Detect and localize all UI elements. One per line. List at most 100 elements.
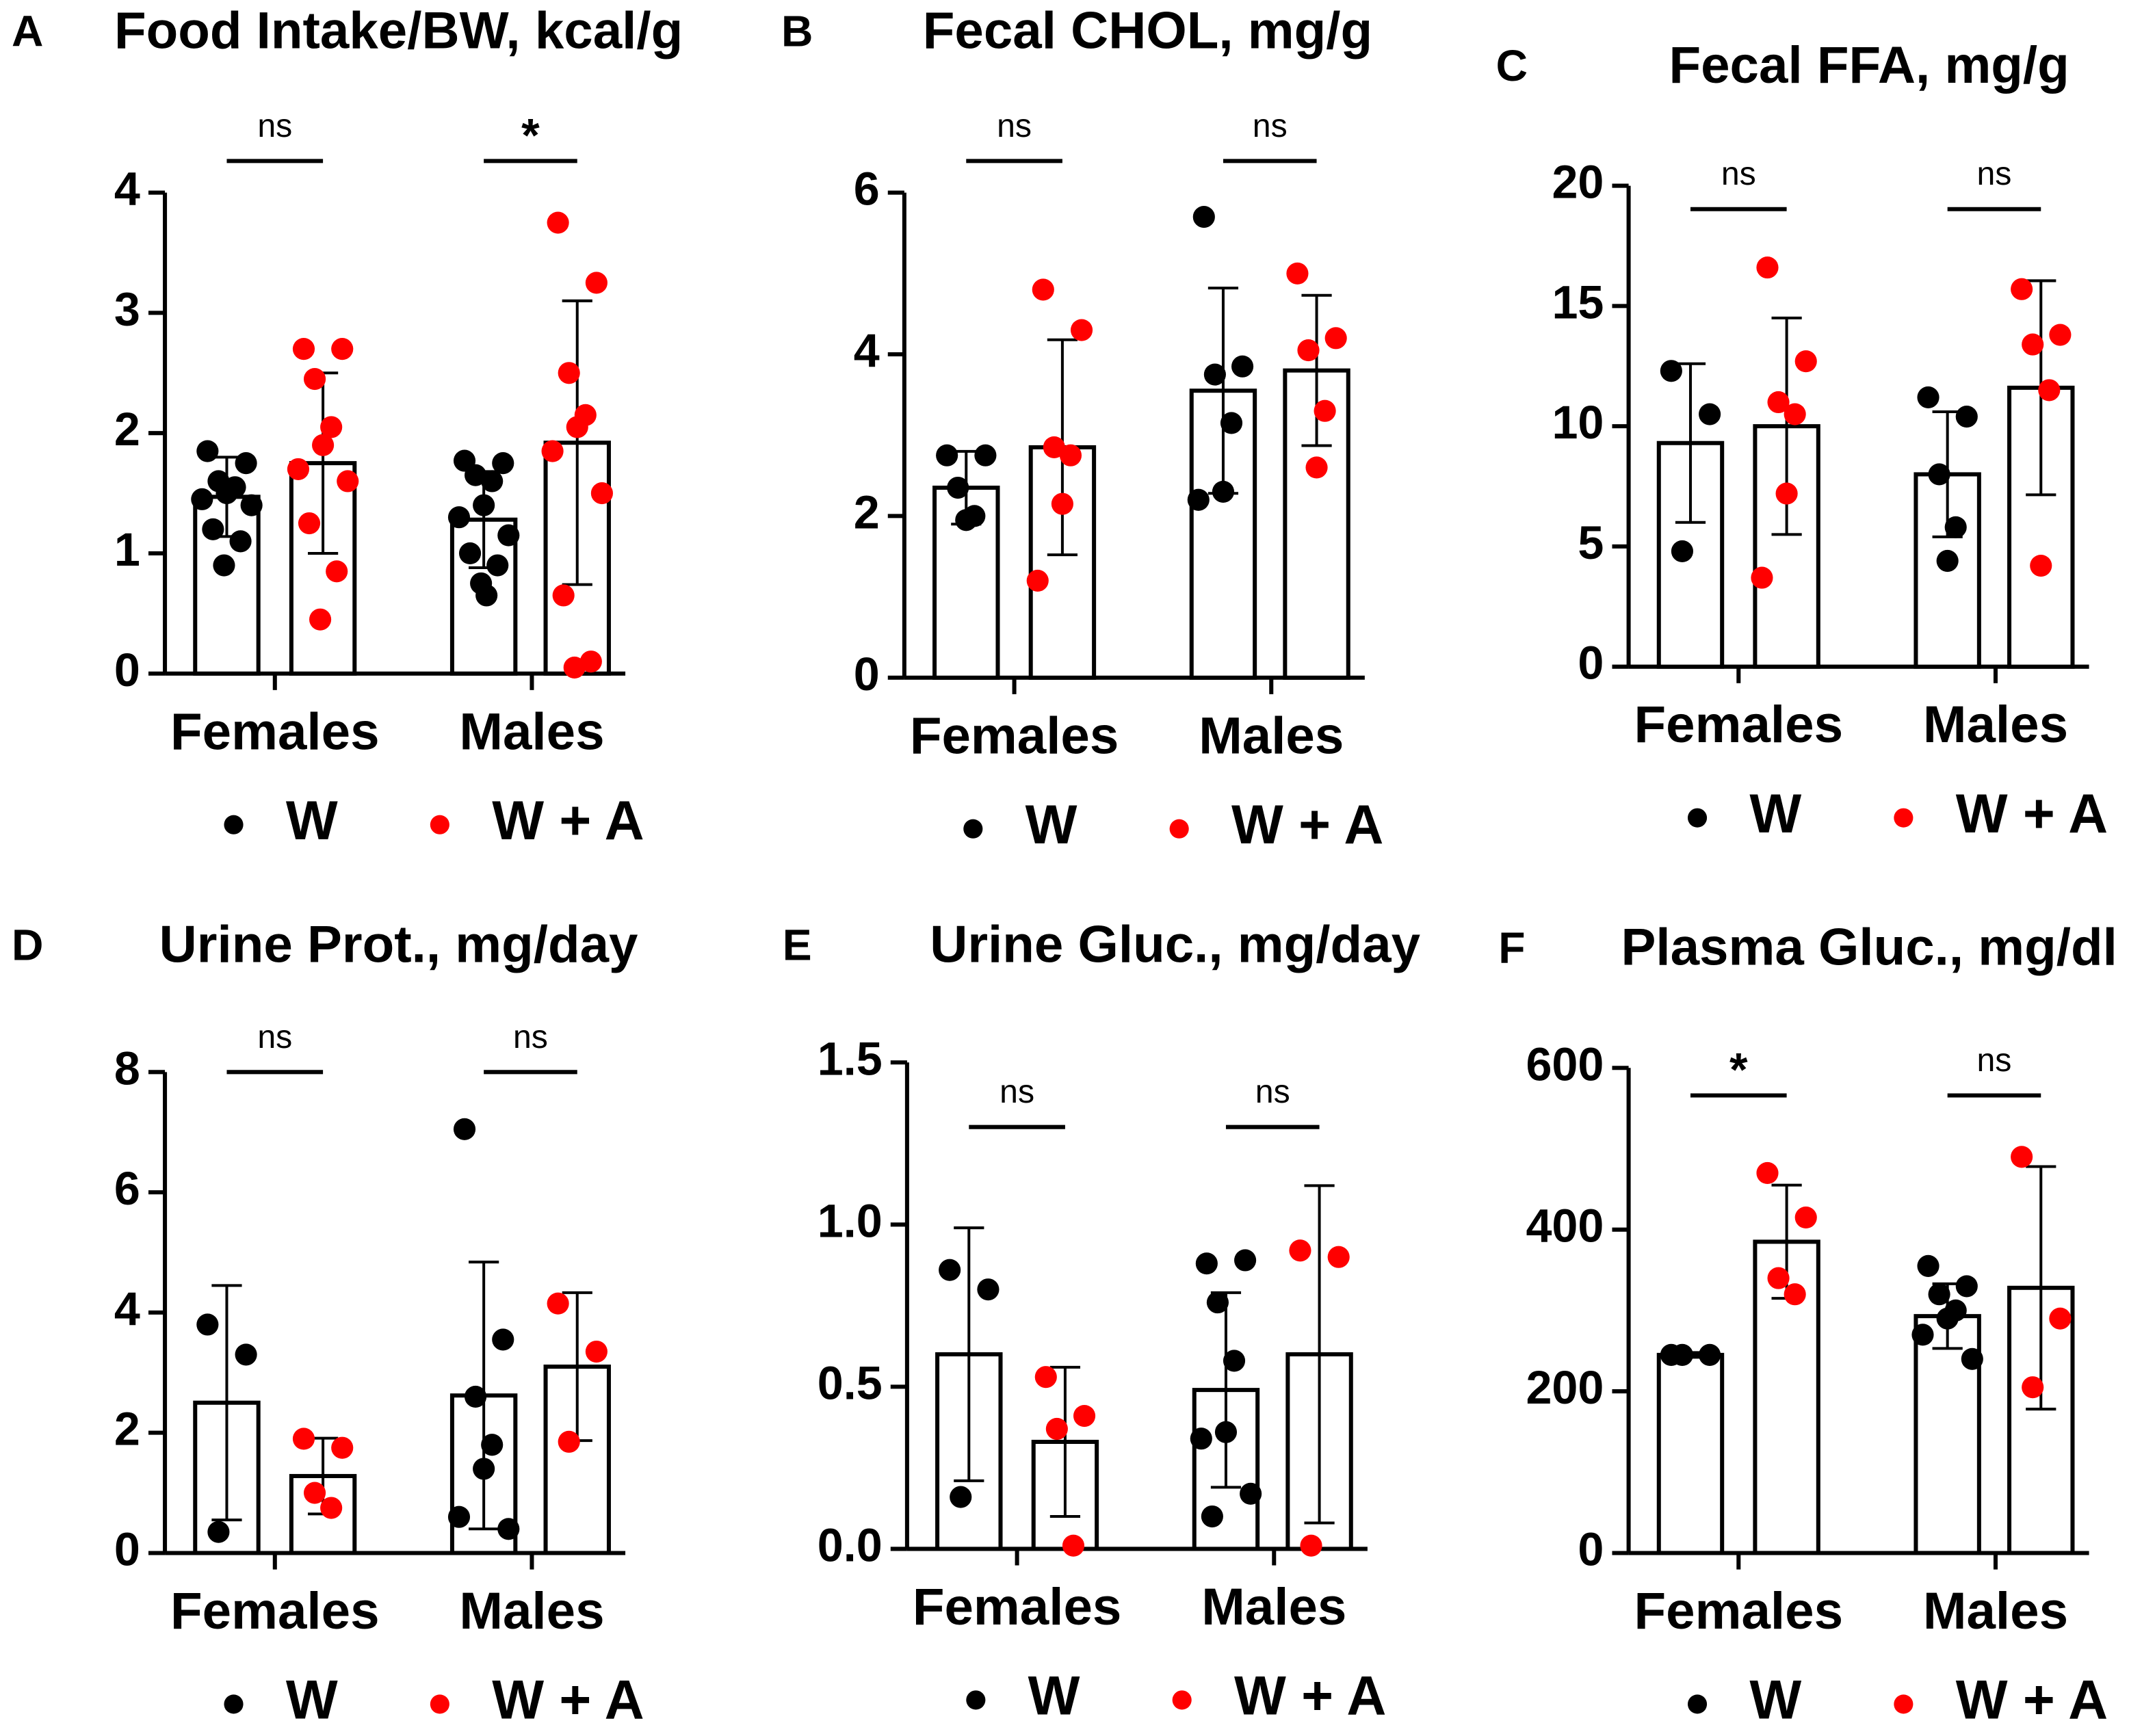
significance-label: * [1729,1044,1748,1096]
x-tick-label: Males [1923,1582,2068,1640]
y-tick-label: 0.5 [818,1357,883,1409]
data-point [473,494,495,516]
significance-label: ns [1976,155,2011,192]
legend-marker [1894,808,1914,828]
data-point [1324,327,1347,350]
data-point [1059,444,1082,466]
y-tick-label: 4 [114,163,140,215]
data-point [1220,412,1243,434]
legend-label: W [286,1670,338,1731]
data-point [1699,1343,1721,1366]
data-point [1234,1249,1257,1272]
data-point [974,444,997,466]
data-point [1032,278,1054,301]
data-point [1070,319,1093,341]
y-tick-label: 600 [1526,1038,1604,1090]
legend-label: W [1026,794,1078,856]
significance-label: ns [1253,107,1288,144]
data-point [1917,386,1940,409]
y-tick-label: 1.5 [818,1033,883,1085]
data-point [1936,549,1959,573]
data-point [1699,403,1721,425]
significance-label: ns [1976,1042,2011,1079]
data-point [2011,278,2033,300]
y-tick-label: 1.0 [818,1195,883,1247]
data-point [977,1278,1000,1301]
data-point [303,1482,326,1504]
legend-marker [224,815,244,834]
data-point [936,444,958,466]
data-point [1775,482,1798,505]
significance-label: ns [1000,1073,1034,1110]
y-tick-label: 20 [1552,157,1604,209]
data-point [2038,379,2061,402]
data-point [1756,1161,1779,1185]
significance-label: ns [513,1018,548,1055]
data-point [1955,1275,1978,1298]
x-tick-label: Females [910,707,1119,765]
x-tick-label: Males [1199,707,1344,765]
legend-label: W + A [492,1670,644,1731]
legend-marker [1172,1690,1192,1710]
chart-title: Urine Gluc., mg/day [930,916,1420,974]
y-tick-label: 6 [854,163,880,215]
significance-label: ns [997,107,1032,144]
data-point [1043,436,1065,458]
data-point [552,584,575,607]
significance-label: * [521,109,540,161]
x-tick-label: Females [1634,696,1844,754]
y-tick-label: 6 [114,1163,140,1215]
data-point [950,1486,972,1508]
data-point [492,452,514,475]
data-point [298,512,321,535]
y-tick-label: 400 [1526,1200,1604,1252]
data-point [1190,1428,1212,1450]
y-tick-label: 0 [854,648,880,700]
data-point [331,338,354,360]
data-point [2022,333,2044,356]
data-point [447,1505,471,1528]
y-tick-label: 0 [114,1523,140,1575]
data-point [1928,1283,1950,1306]
data-point [955,509,978,531]
data-point [1297,339,1320,362]
y-tick-label: 1 [114,524,140,576]
y-tick-label: 15 [1552,276,1604,328]
data-point [1911,1324,1934,1346]
y-tick-label: 10 [1552,397,1604,449]
significance-label: ns [1721,155,1756,192]
y-tick-label: 4 [114,1283,140,1335]
error-bar [2026,1165,2056,1411]
panel-letter: B [781,7,813,56]
data-point [292,338,315,360]
y-tick-label: 0.0 [818,1519,883,1571]
x-tick-label: Males [459,702,604,761]
y-tick-label: 5 [1578,517,1604,569]
legend-label: W + A [1956,1670,2108,1731]
data-point [585,1340,608,1363]
error-bar [1301,293,1332,447]
data-point [1751,566,1773,589]
y-tick-label: 2 [854,486,880,538]
data-point [563,656,586,679]
data-point [1756,257,1779,279]
data-point [2022,1376,2044,1399]
data-point [1203,363,1226,386]
data-point [566,416,588,438]
data-point [309,608,332,631]
legend-marker [963,819,983,839]
data-point [1928,463,1950,486]
legend-label: W + A [1234,1666,1386,1727]
y-tick-label: 2 [114,404,140,456]
data-point [213,554,235,577]
data-point [1767,391,1790,414]
error-bar [562,299,592,586]
chart-title: Urine Prot., mg/day [159,916,638,974]
y-tick-label: 0 [1578,637,1604,689]
data-point [235,452,257,475]
data-point [196,440,219,462]
data-point [303,368,326,391]
y-tick-label: 2 [114,1404,140,1456]
x-tick-label: Males [459,1582,604,1640]
data-point [1231,355,1254,378]
